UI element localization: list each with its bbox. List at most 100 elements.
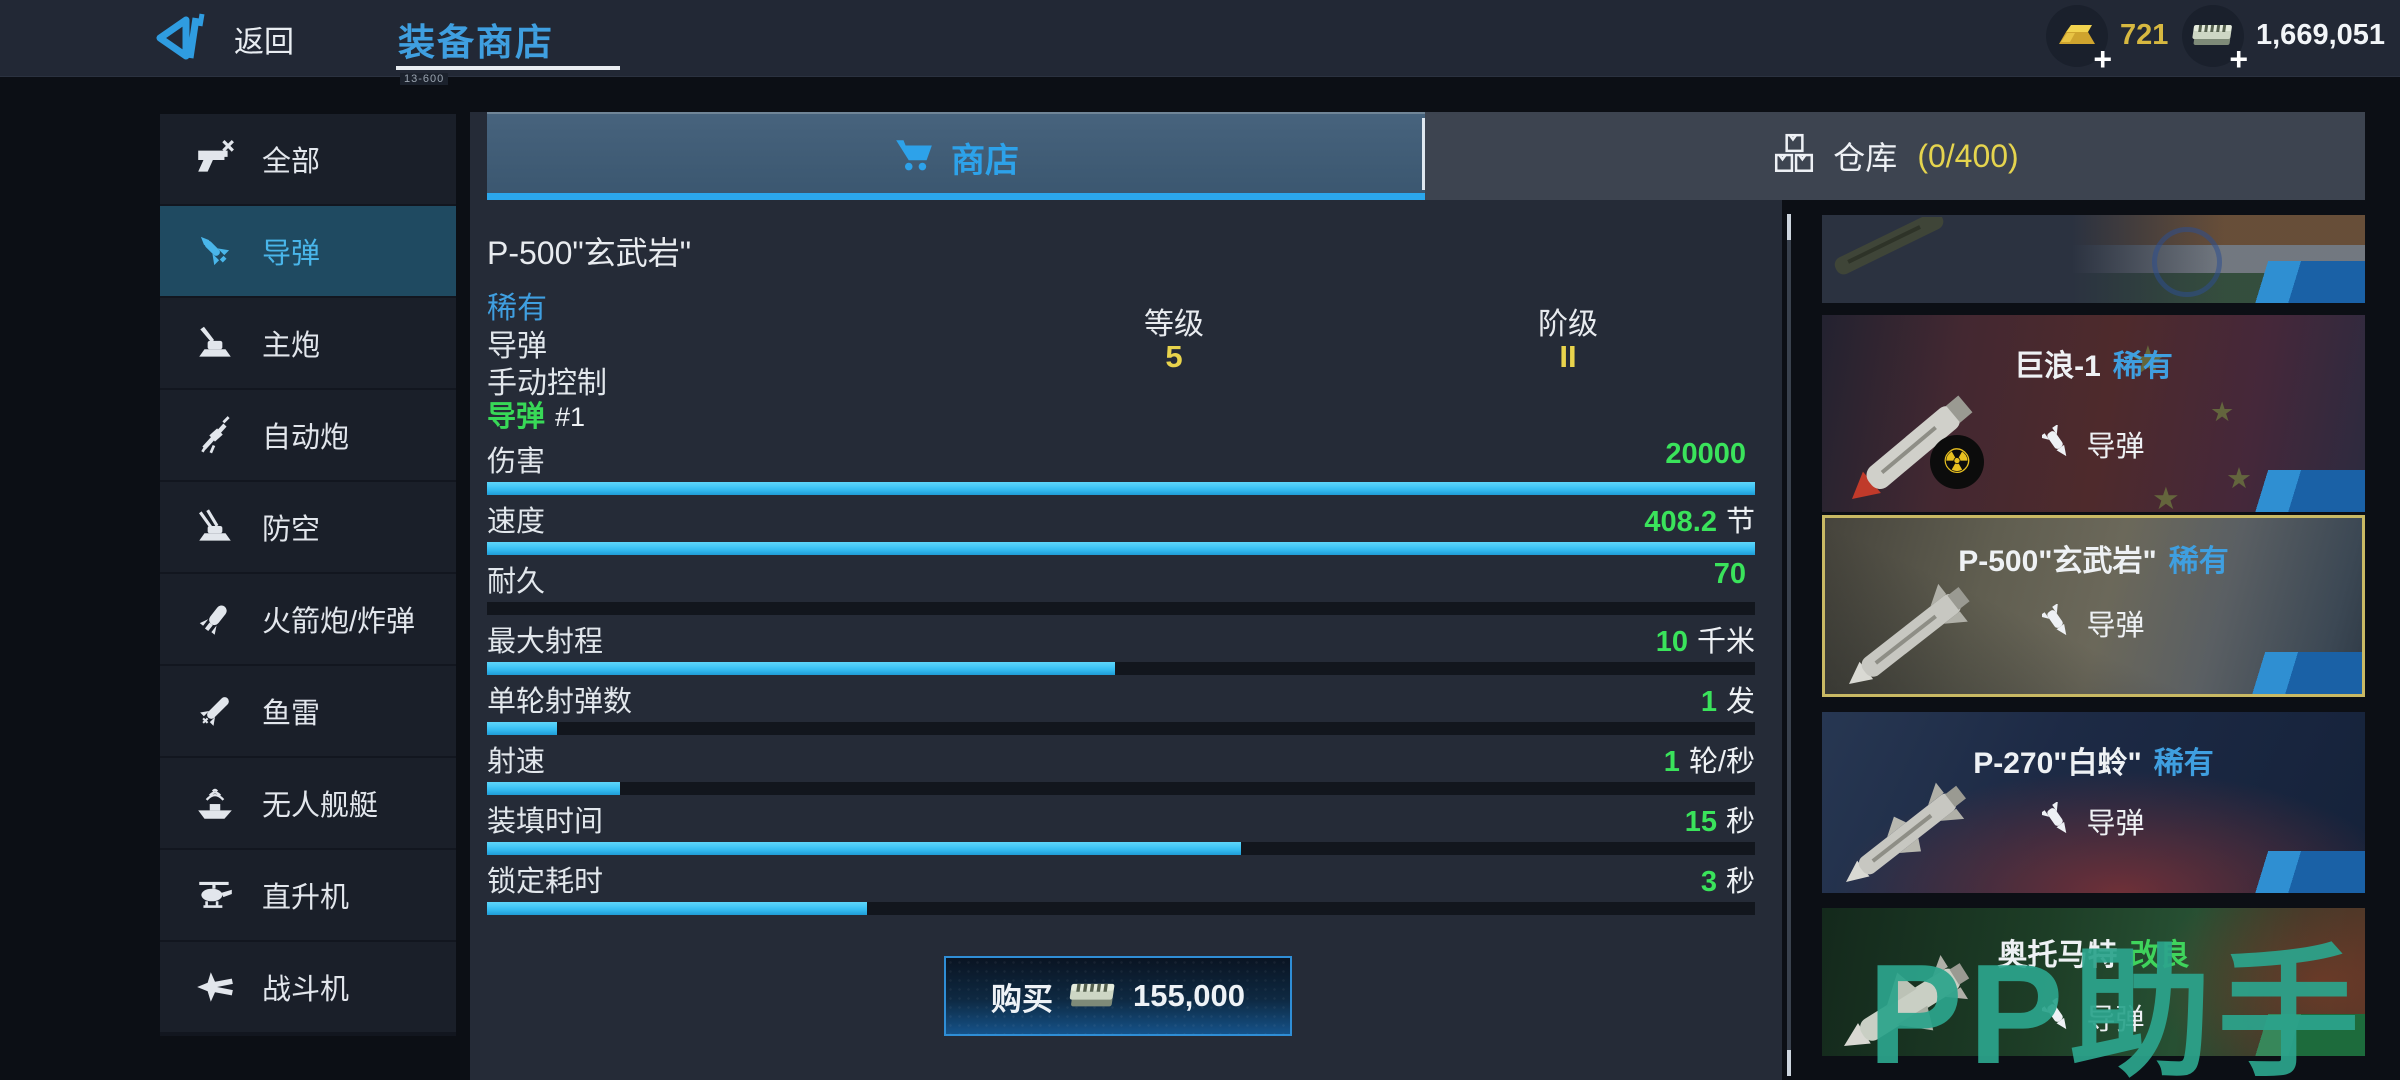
- stat-row-speed: 速度 408.2 节: [487, 492, 1755, 555]
- buy-button[interactable]: 购买 155,000: [944, 956, 1292, 1036]
- missile-image: [1844, 955, 1970, 1046]
- category-sidebar: 全部 导弹 主炮: [160, 114, 456, 1036]
- missile-icon: [200, 236, 230, 266]
- card-name-row: P-500"玄武岩" 稀有: [1825, 536, 2362, 580]
- card-name: P-500"玄武岩": [1958, 545, 2157, 578]
- card-name: P-270"白蛉": [1973, 747, 2142, 780]
- sidebar-item-rocket-bomb[interactable]: 火箭炮/炸弹: [160, 574, 456, 664]
- stat-group-title: 导弹 #1: [487, 401, 586, 433]
- cash-add-button[interactable]: +: [2229, 41, 2248, 77]
- item-name: P-500"玄武岩": [487, 235, 692, 271]
- sidebar-item-main-gun[interactable]: 主炮: [160, 298, 456, 388]
- cash-currency[interactable]: + 1,669,051: [2182, 5, 2386, 75]
- card-rarity: 稀有: [2153, 747, 2214, 780]
- corner-decoration: [2195, 851, 2365, 893]
- title-tag: 13-600: [400, 73, 449, 85]
- sidebar-item-torpedo[interactable]: 鱼雷: [160, 666, 456, 756]
- gold-currency[interactable]: + 721: [2046, 5, 2168, 75]
- stat-bar: [487, 662, 1755, 675]
- warehouse-boxes-icon: [1771, 131, 1817, 182]
- sidebar-item-air-defense[interactable]: 防空: [160, 482, 456, 572]
- dark-missile-image: [1834, 217, 1944, 275]
- tab-warehouse[interactable]: 仓库 (0/400): [1425, 112, 2365, 200]
- title-underline: [396, 66, 620, 70]
- stat-row-fire-rate: 射速 1 轮/秒: [487, 732, 1755, 795]
- card-type-row: 导弹: [1825, 602, 2362, 644]
- item-card-julang-1[interactable]: ★ ★ ★ ★ 巨浪-1稀有 ☢ 导弹: [1822, 315, 2365, 512]
- sidebar-item-label: 防空: [262, 514, 321, 546]
- sidebar-item-missile[interactable]: 导弹: [160, 206, 456, 296]
- sidebar-item-fighter-jet[interactable]: 战斗机: [160, 942, 456, 1032]
- sidebar-item-label: 全部: [262, 146, 321, 178]
- stat-row-durability: 耐久 70: [487, 552, 1755, 615]
- item-card-partial[interactable]: [1822, 215, 2365, 303]
- tier-value: II: [1559, 339, 1577, 374]
- sidebar-item-label: 战斗机: [262, 974, 350, 1006]
- page-title: 装备商店: [398, 22, 554, 63]
- sidebar-item-autocannon[interactable]: 自动炮: [160, 390, 456, 480]
- stat-row-range: 最大射程 10 千米: [487, 612, 1755, 675]
- stat-row-reload-time: 装填时间 15 秒: [487, 792, 1755, 855]
- item-rarity: 稀有: [487, 292, 547, 325]
- sidebar-item-label: 无人舰艇: [262, 790, 379, 822]
- level-value: 5: [1165, 339, 1183, 374]
- card-rarity: 稀有: [2112, 350, 2173, 383]
- buy-label: 购买: [990, 981, 1053, 1017]
- stat-bar: [487, 482, 1755, 495]
- sidebar-item-drone-boat[interactable]: 无人舰艇: [160, 758, 456, 848]
- missile-image: [1849, 583, 1970, 684]
- item-card-otomat[interactable]: 奥托马特 改良 导弹: [1822, 908, 2365, 1056]
- main-panel: [470, 112, 1782, 1080]
- corner-decoration: [2195, 261, 2365, 303]
- stat-bar: [487, 722, 1755, 735]
- tab-shop[interactable]: 商店: [487, 112, 1425, 200]
- sidebar-item-label: 自动炮: [262, 422, 350, 454]
- small-missile-icon: [2042, 425, 2067, 457]
- sidebar-item-helicopter[interactable]: 直升机: [160, 850, 456, 940]
- top-bar: 返回 装备商店 + 721: [0, 0, 2400, 77]
- card-type-row: 导弹: [1822, 800, 2365, 842]
- tier-label: 阶级: [1538, 308, 1598, 341]
- sidebar-item-label: 直升机: [262, 882, 350, 914]
- stat-bar: [487, 902, 1755, 915]
- tab-shop-label: 商店: [951, 141, 1019, 180]
- cash-amount: 1,669,051: [2256, 19, 2386, 51]
- torpedo-icon: [200, 697, 229, 726]
- sidebar-item-label: 鱼雷: [262, 698, 321, 730]
- card-type: 导弹: [2086, 808, 2145, 840]
- back-label: 返回: [234, 25, 294, 59]
- back-button[interactable]: 返回: [152, 8, 294, 69]
- stat-bar: [487, 602, 1755, 615]
- item-card-p270[interactable]: P-270"白蛉" 稀有 导弹: [1822, 712, 2365, 893]
- sidebar-item-all[interactable]: 全部: [160, 114, 456, 204]
- level-label: 等级: [1144, 308, 1204, 341]
- corner-decoration: [2195, 470, 2365, 512]
- card-name: 巨浪-1: [2014, 350, 2101, 383]
- tab-warehouse-count: (0/400): [1917, 137, 2019, 174]
- tab-warehouse-label: 仓库: [1833, 140, 1898, 176]
- helicopter-icon: [199, 881, 232, 908]
- small-missile-icon: [2042, 998, 2067, 1030]
- card-type: 导弹: [2086, 610, 2145, 642]
- item-list-scrollbar[interactable]: [1787, 214, 1791, 1076]
- gold-add-button[interactable]: +: [2093, 41, 2112, 77]
- buy-price: 155,000: [1132, 978, 1246, 1013]
- card-name: 奥托马特: [1997, 939, 2118, 972]
- card-type-row: 导弹: [1822, 996, 2365, 1038]
- card-rarity: 改良: [2129, 939, 2190, 972]
- card-type: 导弹: [2086, 431, 2145, 463]
- card-rarity: 稀有: [2168, 545, 2229, 578]
- flag-star: ★: [2130, 339, 2166, 383]
- flag-star: ★: [2152, 481, 2180, 512]
- fighter-jet-icon: [197, 972, 233, 1002]
- air-defense-icon: [199, 509, 231, 541]
- tab-shop-underline: [487, 193, 1425, 200]
- card-name-row: 奥托马特 改良: [1822, 930, 2365, 974]
- item-card-p500-selected[interactable]: P-500"玄武岩" 稀有 导弹: [1822, 515, 2365, 697]
- missile-image: [1852, 395, 1973, 499]
- sidebar-item-label: 主炮: [262, 330, 321, 362]
- stat-row-damage: 伤害 20000: [487, 432, 1755, 495]
- small-missile-icon: [2042, 802, 2067, 834]
